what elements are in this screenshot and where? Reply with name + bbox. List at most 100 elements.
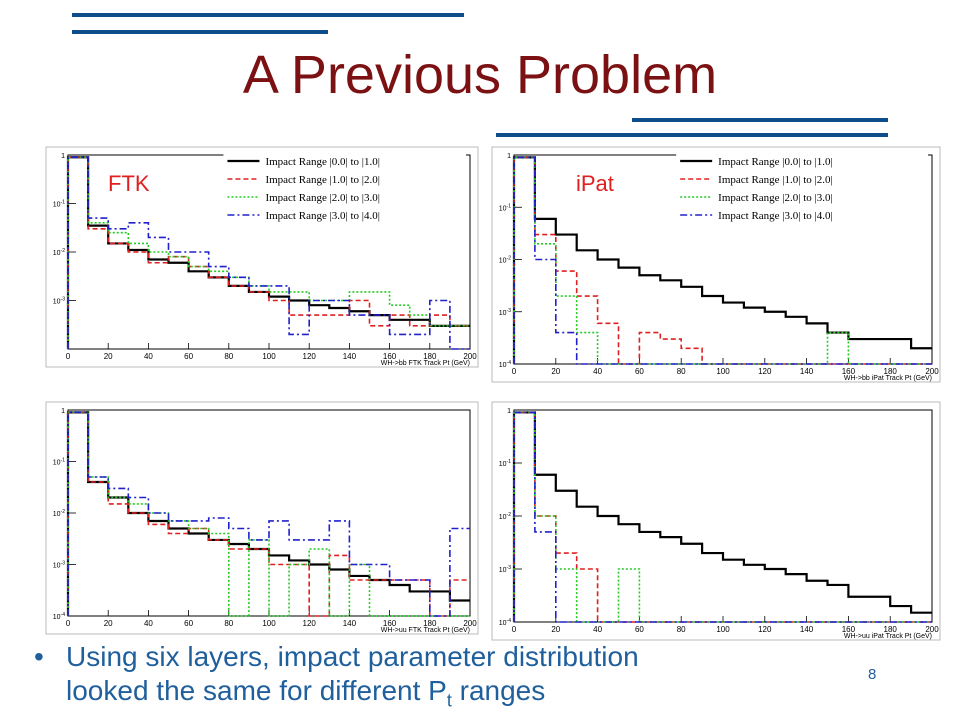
series-line-2	[67, 411, 470, 617]
y-tick-label: 1	[507, 153, 511, 160]
y-tick-label: 10-3	[499, 308, 511, 317]
x-tick-label: 0	[66, 619, 71, 628]
x-tick-label: 100	[716, 625, 730, 634]
x-tick-label: 200	[463, 619, 477, 628]
y-tick-label: 10-2	[499, 256, 511, 265]
x-tick-label: 20	[551, 367, 560, 376]
x-tick-label: 140	[343, 352, 357, 361]
legend-entry: Impact Range |3.0| to |4.0|	[718, 210, 833, 222]
y-tick-exponent: -4	[61, 612, 66, 618]
accent-line	[496, 133, 888, 137]
x-tick-label: 80	[677, 367, 686, 376]
chart-panel-1: 0 20 40 60 80 100 120 140 160 180 200 1 10-1 10-2 10-3…	[45, 146, 479, 368]
x-tick-label: 100	[716, 367, 730, 376]
panel-label: FTK	[108, 171, 150, 196]
series-line-2	[67, 156, 470, 349]
x-tick-label: 120	[758, 625, 772, 634]
y-tick-label: 10-3	[53, 297, 65, 306]
chart-panel-2: 0 20 40 60 80 100 120 140 160 180 200 1 10-1 10-2 10-3…	[491, 146, 941, 383]
y-tick-exponent: -1	[507, 203, 512, 209]
x-tick-label: 140	[343, 619, 357, 628]
legend-entry: Impact Range |1.0| to |2.0|	[718, 174, 833, 186]
y-tick-exponent: -4	[507, 360, 512, 366]
y-tick-exponent: -4	[507, 618, 512, 624]
y-tick-label: 1	[61, 153, 65, 160]
x-axis-label: WH->uu FTK Track Pt (GeV)	[381, 627, 470, 634]
y-tick-label: 1	[507, 408, 511, 415]
x-tick-label: 100	[262, 352, 276, 361]
y-tick-label: 10-1	[53, 200, 65, 209]
y-tick-label: 10-4	[53, 612, 65, 621]
x-tick-label: 40	[593, 625, 602, 634]
x-tick-label: 20	[104, 619, 113, 628]
y-tick-exponent: -1	[61, 200, 66, 206]
series-line-4	[67, 411, 470, 617]
x-tick-label: 60	[184, 352, 193, 361]
x-tick-label: 0	[512, 367, 517, 376]
x-tick-label: 60	[184, 619, 193, 628]
x-tick-label: 100	[262, 619, 276, 628]
x-tick-label: 20	[551, 625, 560, 634]
y-tick-exponent: -1	[507, 459, 512, 465]
x-tick-label: 180	[423, 619, 437, 628]
bullet-text-line2: looked the same for different P	[66, 675, 447, 706]
y-tick-label: 10-2	[53, 509, 65, 518]
legend-box	[676, 151, 928, 231]
x-tick-label: 0	[512, 625, 517, 634]
page-number: 8	[868, 666, 877, 683]
y-tick-exponent: -3	[61, 561, 66, 567]
y-tick-exponent: -2	[61, 509, 66, 515]
y-tick-exponent: -2	[507, 256, 512, 262]
x-tick-label: 0	[66, 352, 71, 361]
chart-panel-3: 0 20 40 60 80 100 120 140 160 180 200 1 10-1 10-2 10-3…	[45, 401, 479, 635]
y-tick-exponent: -3	[61, 297, 66, 303]
accent-line	[72, 30, 328, 34]
x-tick-label: 20	[104, 352, 113, 361]
y-tick-exponent: -2	[61, 248, 66, 254]
y-tick-label: 10-1	[53, 458, 65, 467]
y-tick-label: 10-4	[499, 618, 511, 627]
y-tick-exponent: -1	[61, 458, 66, 464]
y-tick-label: 10-3	[53, 561, 65, 570]
chart-panel-4: 0 20 40 60 80 100 120 140 160 180 200 1 10-1 10-2 10-3…	[491, 401, 941, 641]
y-tick-label: 10-1	[499, 203, 511, 212]
bullet-text-subscript: t	[446, 690, 452, 711]
y-tick-label: 10-4	[499, 360, 511, 369]
x-tick-label: 160	[383, 619, 397, 628]
x-axis-label: WH->bb FTK Track Pt (GeV)	[381, 360, 470, 367]
series-line-4	[67, 156, 470, 350]
x-tick-label: 60	[635, 367, 644, 376]
x-tick-label: 180	[423, 352, 437, 361]
y-tick-label: 1	[61, 408, 65, 415]
x-tick-label: 80	[224, 619, 233, 628]
slide-title: A Previous Problem	[242, 45, 718, 105]
y-tick-exponent: -3	[507, 308, 512, 314]
panel-frame	[491, 401, 941, 641]
x-tick-label: 40	[593, 367, 602, 376]
y-tick-exponent: -3	[507, 565, 512, 571]
accent-line	[72, 13, 464, 17]
series-line-3	[67, 156, 470, 349]
x-tick-label: 60	[635, 625, 644, 634]
x-tick-label: 120	[758, 367, 772, 376]
x-tick-label: 80	[677, 625, 686, 634]
bullet-text-line1: Using six layers, impact parameter distr…	[66, 641, 639, 672]
legend-entry: Impact Range |0.0| to |1.0|	[265, 156, 380, 168]
series-line-4	[513, 156, 932, 365]
x-tick-label: 180	[884, 367, 898, 376]
x-tick-label: 40	[144, 619, 153, 628]
series-line-1	[512, 411, 932, 622]
x-tick-label: 160	[842, 367, 856, 376]
y-tick-label: 10-2	[499, 512, 511, 521]
panel-frame	[45, 401, 479, 635]
bullet-text: Using six layers, impact parameter distr…	[66, 640, 836, 718]
y-tick-exponent: -2	[507, 512, 512, 518]
x-tick-label: 140	[800, 367, 814, 376]
x-tick-label: 200	[463, 352, 477, 361]
x-tick-label: 180	[884, 625, 898, 634]
bullet-text-line2-end: ranges	[451, 675, 546, 706]
bullet-marker: •	[34, 641, 44, 672]
x-tick-label: 200	[925, 625, 939, 634]
y-tick-label: 10-1	[499, 459, 511, 468]
